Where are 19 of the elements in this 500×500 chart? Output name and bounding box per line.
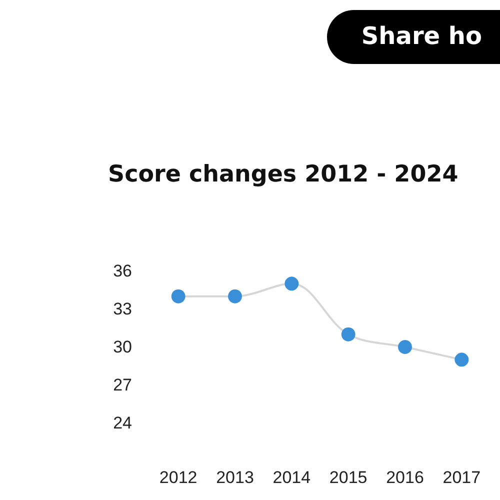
y-tick-label: 33 [113,300,132,318]
y-tick-label: 24 [113,414,132,432]
y-tick-label: 36 [113,262,132,280]
x-tick-label: 2016 [386,468,424,487]
x-tick-label: 2013 [216,468,254,487]
y-tick-label: 27 [113,376,132,394]
point [398,340,412,354]
x-tick-label: 2014 [272,468,311,487]
point [341,327,356,342]
point [284,276,299,291]
text: Share ho [327,10,500,64]
y-tick-label: 30 [113,338,132,356]
point [171,289,186,304]
chart-title: Score changes 2012 - 2024 [108,162,458,188]
point [454,352,469,367]
x-tick-label: 2012 [159,468,198,487]
point [228,289,242,304]
x-tick-label: 2015 [329,468,368,487]
x-tick-label: 2017 [442,468,481,487]
